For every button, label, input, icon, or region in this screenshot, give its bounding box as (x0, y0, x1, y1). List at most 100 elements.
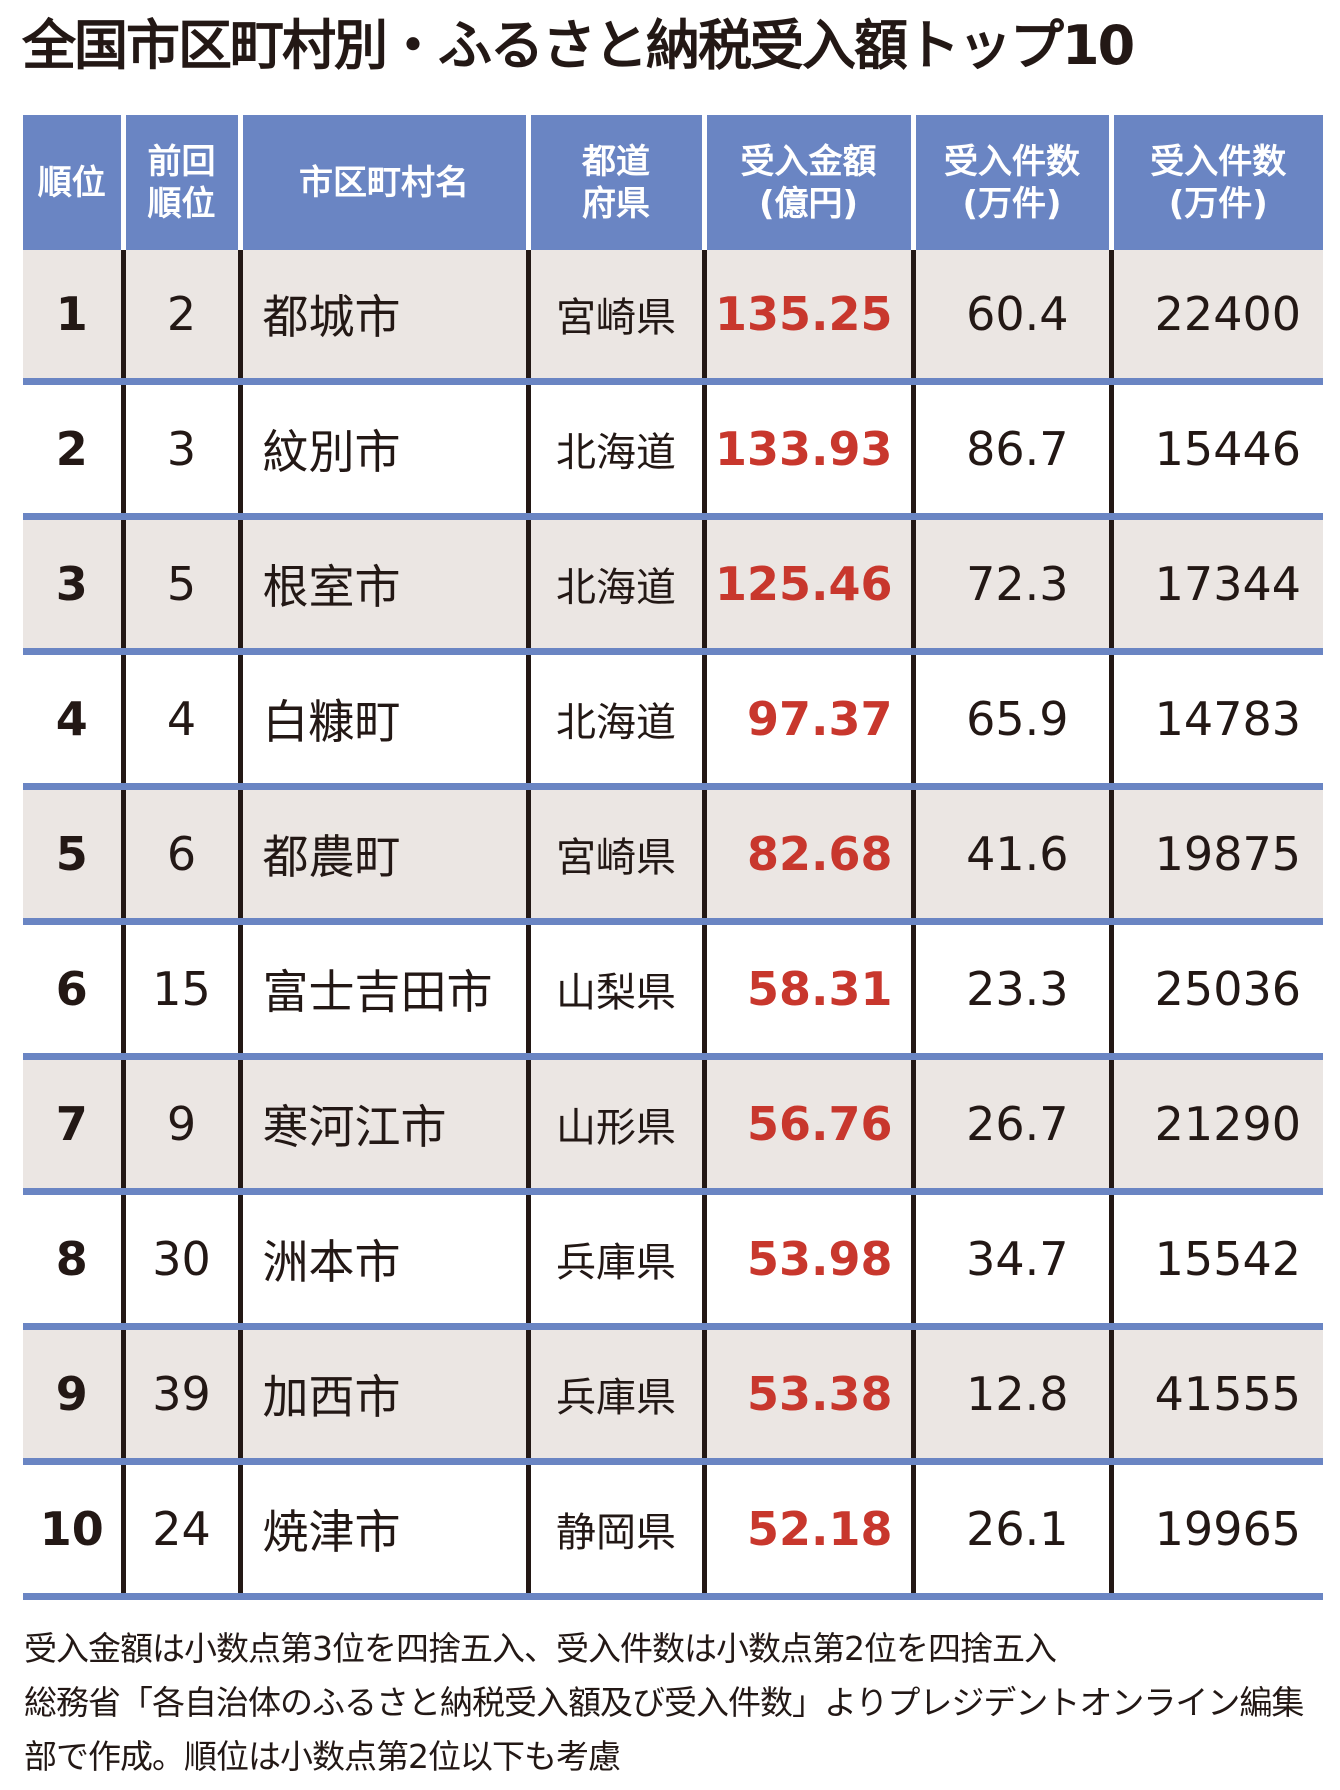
cell-rank: 4 (23, 651, 123, 790)
cell-count: 26.7 (910, 1056, 1111, 1195)
cell-amount: 58.31 (701, 921, 913, 1060)
cell-prefecture: 静岡県 (525, 1461, 704, 1600)
header-label: 受入金額 (740, 141, 877, 182)
cell-prefecture: 宮崎県 (525, 786, 704, 925)
cell-count: 72.3 (910, 516, 1111, 655)
cell-amount: 97.37 (701, 651, 913, 790)
cell-count: 86.7 (910, 381, 1111, 520)
cell-amount: 53.98 (701, 1191, 913, 1330)
cell-rank: 9 (23, 1326, 123, 1465)
table-row: 10 24 焼津市 静岡県 52.18 26.1 19965 (23, 1461, 1323, 1600)
cell-prefecture: 北海道 (525, 651, 704, 790)
cell-rank: 3 (23, 516, 123, 655)
cell-prefecture: 山形県 (525, 1056, 704, 1195)
cell-count: 41.6 (910, 786, 1111, 925)
header-municipality: 市区町村名 (237, 115, 528, 250)
cell-municipality: 加西市 (237, 1326, 528, 1465)
cell-municipality: 洲本市 (237, 1191, 528, 1330)
cell-previous-rank: 39 (120, 1326, 240, 1465)
header-count-2: 受入件数 (万件) (1108, 115, 1323, 250)
cell-municipality: 根室市 (237, 516, 528, 655)
header-label: 順位 (37, 162, 106, 203)
cell-count: 26.1 (910, 1461, 1111, 1600)
header-count: 受入件数 (万件) (910, 115, 1111, 250)
ranking-table: 順位 前回順位 市区町村名 都道府県 受入金額 (億円) 受入件数 (万件) 受入件数 (万件) … (23, 115, 1323, 1600)
table-row: 2 3 紋別市 北海道 133.93 86.7 15446 (23, 381, 1323, 520)
cell-previous-rank: 30 (120, 1191, 240, 1330)
cell-rank: 6 (23, 921, 123, 1060)
cell-count: 23.3 (910, 921, 1111, 1060)
cell-count-2: 22400 (1108, 250, 1323, 385)
header-amount: 受入金額 (億円) (701, 115, 913, 250)
cell-municipality: 富士吉田市 (237, 921, 528, 1060)
cell-amount: 135.25 (701, 250, 913, 385)
cell-count: 65.9 (910, 651, 1111, 790)
table-row: 7 9 寒河江市 山形県 56.76 26.7 21290 (23, 1056, 1323, 1195)
cell-rank: 10 (23, 1461, 123, 1600)
cell-previous-rank: 6 (120, 786, 240, 925)
cell-count-2: 15446 (1108, 381, 1323, 520)
cell-municipality: 都農町 (237, 786, 528, 925)
cell-count: 12.8 (910, 1326, 1111, 1465)
footnotes: 受入金額は小数点第3位を四捨五入、受入件数は小数点第2位を四捨五入 総務省「各自… (24, 1622, 1334, 1784)
cell-amount: 53.38 (701, 1326, 913, 1465)
cell-count-2: 14783 (1108, 651, 1323, 790)
cell-count-2: 19875 (1108, 786, 1323, 925)
header-label: 受入件数 (944, 141, 1080, 182)
cell-prefecture: 山梨県 (525, 921, 704, 1060)
cell-municipality: 白糠町 (237, 651, 528, 790)
cell-count-2: 15542 (1108, 1191, 1323, 1330)
header-prefecture: 都道府県 (525, 115, 704, 250)
cell-municipality: 焼津市 (237, 1461, 528, 1600)
table-row: 1 2 都城市 宮崎県 135.25 60.4 22400 (23, 250, 1323, 385)
cell-prefecture: 北海道 (525, 381, 704, 520)
cell-rank: 7 (23, 1056, 123, 1195)
cell-amount: 82.68 (701, 786, 913, 925)
cell-count: 60.4 (910, 250, 1111, 385)
header-label: 受入件数 (1150, 141, 1287, 182)
cell-previous-rank: 9 (120, 1056, 240, 1195)
cell-prefecture: 宮崎県 (525, 250, 704, 385)
cell-previous-rank: 4 (120, 651, 240, 790)
header-label: 市区町村名 (299, 162, 469, 203)
header-label: 前回順位 (147, 141, 216, 224)
table-row: 8 30 洲本市 兵庫県 53.98 34.7 15542 (23, 1191, 1323, 1330)
footnote-rounding: 受入金額は小数点第3位を四捨五入、受入件数は小数点第2位を四捨五入 (24, 1629, 1057, 1668)
cell-prefecture: 兵庫県 (525, 1326, 704, 1465)
table-row: 9 39 加西市 兵庫県 53.38 12.8 41555 (23, 1326, 1323, 1465)
cell-municipality: 都城市 (237, 250, 528, 385)
cell-previous-rank: 15 (120, 921, 240, 1060)
table-row: 3 5 根室市 北海道 125.46 72.3 17344 (23, 516, 1323, 655)
cell-rank: 8 (23, 1191, 123, 1330)
cell-previous-rank: 2 (120, 250, 240, 385)
cell-count-2: 41555 (1108, 1326, 1323, 1465)
cell-amount: 52.18 (701, 1461, 913, 1600)
cell-municipality: 寒河江市 (237, 1056, 528, 1195)
table-row: 5 6 都農町 宮崎県 82.68 41.6 19875 (23, 786, 1323, 925)
page-title: 全国市区町村別・ふるさと納税受入額トップ10 (22, 14, 1135, 77)
cell-previous-rank: 24 (120, 1461, 240, 1600)
cell-prefecture: 北海道 (525, 516, 704, 655)
cell-municipality: 紋別市 (237, 381, 528, 520)
cell-count: 34.7 (910, 1191, 1111, 1330)
cell-amount: 56.76 (701, 1056, 913, 1195)
header-label: (億円) (758, 183, 859, 224)
table-header-row: 順位 前回順位 市区町村名 都道府県 受入金額 (億円) 受入件数 (万件) 受入件数 (万件) (23, 115, 1323, 250)
cell-count-2: 17344 (1108, 516, 1323, 655)
table-row: 6 15 富士吉田市 山梨県 58.31 23.3 25036 (23, 921, 1323, 1060)
cell-amount: 133.93 (701, 381, 913, 520)
header-label: (万件) (962, 183, 1062, 224)
cell-amount: 125.46 (701, 516, 913, 655)
header-rank: 順位 (23, 115, 123, 250)
cell-rank: 1 (23, 250, 123, 385)
header-label: (万件) (1168, 183, 1268, 224)
cell-rank: 5 (23, 786, 123, 925)
cell-rank: 2 (23, 381, 123, 520)
cell-count-2: 19965 (1108, 1461, 1323, 1600)
cell-previous-rank: 5 (120, 516, 240, 655)
cell-previous-rank: 3 (120, 381, 240, 520)
table-row: 4 4 白糠町 北海道 97.37 65.9 14783 (23, 651, 1323, 790)
cell-count-2: 25036 (1108, 921, 1323, 1060)
cell-count-2: 21290 (1108, 1056, 1323, 1195)
header-label: 都道府県 (582, 141, 650, 224)
